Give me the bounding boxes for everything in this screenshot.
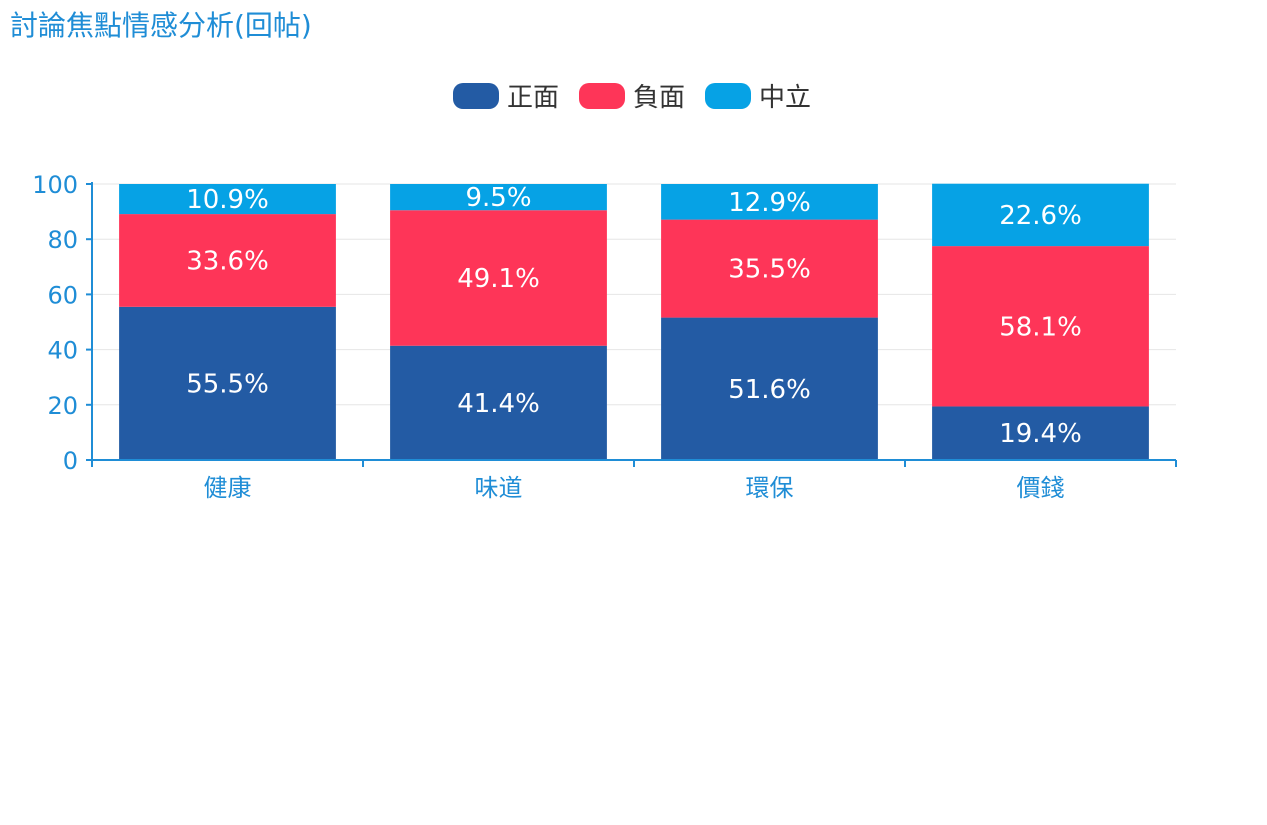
data-label: 12.9% (728, 188, 811, 218)
legend-label[interactable]: 正面 (507, 83, 559, 113)
bar-segment[interactable] (119, 214, 336, 307)
chart-title: 討論焦點情感分析(回帖) (10, 9, 312, 42)
y-tick-label: 100 (32, 171, 78, 199)
legend-label[interactable]: 負面 (633, 83, 685, 113)
data-labels: 55.5% 33.6% 10.9% 41.4% 49.1% 9.5% 51.6% 35.5% 1… (186, 183, 1082, 449)
legend-swatch[interactable] (453, 83, 499, 109)
data-label: 58.1% (999, 312, 1082, 342)
data-label: 55.5% (186, 369, 269, 399)
bars (119, 183, 1149, 460)
x-tick-label: 健康 (204, 474, 252, 502)
data-label: 35.5% (728, 255, 811, 285)
legend[interactable]: 正面 負面 中立 (453, 83, 811, 113)
data-label: 9.5% (465, 183, 531, 213)
data-label: 33.6% (186, 246, 269, 276)
data-label: 49.1% (457, 264, 540, 294)
legend-label[interactable]: 中立 (759, 83, 811, 113)
bar-segment[interactable] (119, 306, 336, 460)
y-tick-label: 0 (63, 447, 78, 475)
data-label: 22.6% (999, 201, 1082, 231)
bar-segment[interactable] (661, 184, 878, 220)
bar-segment[interactable] (932, 246, 1149, 407)
bar-segment[interactable] (661, 317, 878, 460)
axes: 0 20 40 60 80 100 健康 味道 環保 價錢 (32, 171, 1177, 502)
bar-segment[interactable] (390, 210, 607, 346)
legend-swatch[interactable] (705, 83, 751, 109)
x-tick-label: 價錢 (1017, 474, 1065, 502)
bar-segment[interactable] (119, 184, 336, 215)
y-tick-label: 60 (47, 281, 78, 309)
data-label: 19.4% (999, 419, 1082, 449)
data-label: 41.4% (457, 389, 540, 419)
legend-swatch[interactable] (579, 83, 625, 109)
bar-segment[interactable] (661, 219, 878, 318)
y-tick-label: 80 (47, 226, 78, 254)
bar-segment[interactable] (932, 406, 1149, 460)
x-tick-label: 味道 (475, 474, 523, 502)
bar-segment[interactable] (932, 183, 1149, 247)
bar-segment[interactable] (390, 184, 607, 211)
bar-segment[interactable] (390, 345, 607, 460)
data-label: 10.9% (186, 185, 269, 215)
x-tick-label: 環保 (746, 474, 794, 502)
y-tick-label: 20 (47, 392, 78, 420)
data-label: 51.6% (728, 375, 811, 405)
y-tick-label: 40 (47, 337, 78, 365)
